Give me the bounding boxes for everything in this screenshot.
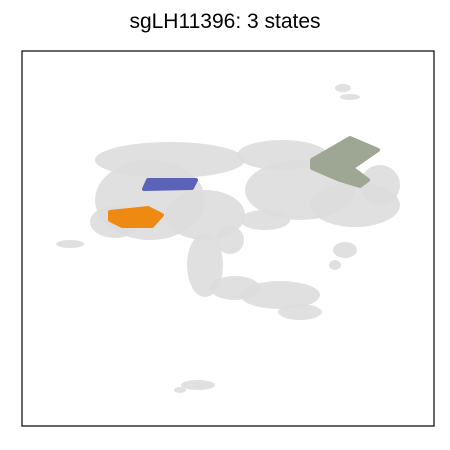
background-cell-cluster-18 <box>340 94 360 100</box>
state-cluster-1 <box>142 178 198 191</box>
background-cell-cluster-9 <box>278 304 322 320</box>
background-cell-cluster-15 <box>360 165 400 205</box>
background-cell-cluster-20 <box>174 387 186 393</box>
background-cells <box>56 84 400 393</box>
chart-title: sgLH11396: 3 states <box>129 10 321 33</box>
state-cluster-2 <box>108 206 164 228</box>
plot-frame <box>21 50 435 427</box>
state-cells <box>108 136 380 228</box>
background-cell-cluster-8 <box>240 281 320 309</box>
background-cell-cluster-10 <box>333 242 357 258</box>
background-cell-cluster-17 <box>335 84 351 92</box>
background-cell-cluster-16 <box>240 210 290 230</box>
background-cell-cluster-4 <box>56 240 84 248</box>
state-cluster-3 <box>310 136 380 188</box>
background-cell-cluster-5 <box>216 226 244 254</box>
background-cell-cluster-6 <box>187 233 223 297</box>
background-cell-cluster-11 <box>329 260 341 270</box>
background-cell-cluster-19 <box>181 380 215 390</box>
